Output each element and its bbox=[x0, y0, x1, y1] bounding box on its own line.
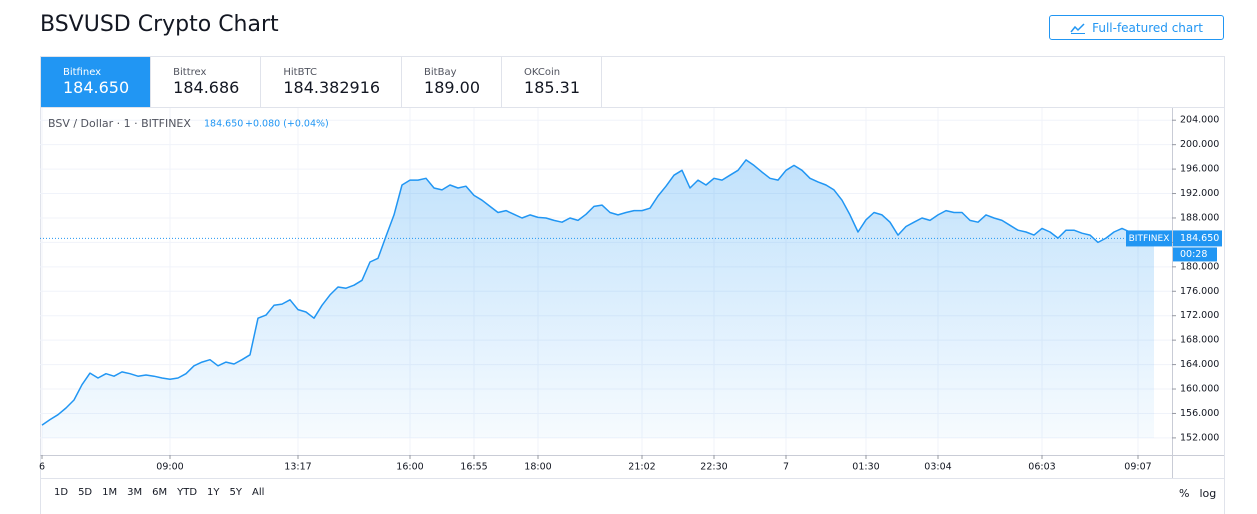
full-chart-button[interactable]: Full-featured chart bbox=[1049, 15, 1224, 40]
range-button[interactable]: 1Y bbox=[207, 487, 220, 498]
range-button[interactable]: 5Y bbox=[229, 487, 243, 498]
x-tick-label: 09:07 bbox=[1124, 462, 1151, 473]
exchange-name: Bittrex bbox=[173, 67, 207, 78]
exchange-name: Bitfinex bbox=[63, 67, 102, 78]
page-title: BSVUSD Crypto Chart bbox=[40, 12, 279, 37]
exchange-name: OKCoin bbox=[524, 67, 561, 78]
range-button[interactable]: 5D bbox=[78, 487, 93, 498]
x-tick-label: 09:00 bbox=[156, 462, 183, 473]
scale-option[interactable]: log bbox=[1199, 487, 1217, 500]
y-tick-label: 156.000 bbox=[1180, 408, 1219, 419]
exchange-tab[interactable]: HitBTC 184.382916 bbox=[261, 57, 403, 107]
legend-price: 184.650 bbox=[204, 119, 243, 130]
exchange-tab[interactable]: OKCoin 185.31 bbox=[502, 57, 603, 107]
y-tick-label: 192.000 bbox=[1180, 188, 1219, 199]
x-tick-label: 21:02 bbox=[628, 462, 655, 473]
y-tick-label: 180.000 bbox=[1180, 261, 1219, 272]
range-button[interactable]: YTD bbox=[177, 487, 198, 498]
x-tick-label: 03:04 bbox=[924, 462, 951, 473]
y-tick-label: 188.000 bbox=[1180, 212, 1219, 223]
y-tick-label: 196.000 bbox=[1180, 164, 1219, 175]
exchange-tab[interactable]: BitBay 189.00 bbox=[402, 57, 503, 107]
range-toolbar: 1D 5D 1M 3M 6M YTD 1Y 5Y All bbox=[54, 487, 264, 498]
y-tick-label: 168.000 bbox=[1180, 335, 1219, 346]
scale-option[interactable]: % bbox=[1179, 487, 1190, 500]
price-line bbox=[41, 159, 1155, 426]
series-tag: BITFINEX bbox=[1129, 234, 1170, 244]
x-tick-label: 7 bbox=[783, 462, 789, 473]
y-tick-label: 160.000 bbox=[1180, 384, 1219, 395]
range-button[interactable]: 1D bbox=[54, 487, 69, 498]
x-tick-label: 22:30 bbox=[700, 462, 727, 473]
exchange-price: 184.686 bbox=[173, 78, 240, 97]
x-tick-label: 13:17 bbox=[284, 462, 311, 473]
x-tick-label: 01:30 bbox=[852, 462, 879, 473]
exchange-name: BitBay bbox=[424, 67, 457, 78]
exchange-price: 184.650 bbox=[63, 78, 130, 97]
price-area bbox=[42, 159, 1154, 438]
y-tick-label: 200.000 bbox=[1180, 139, 1219, 150]
x-tick-label: 06:03 bbox=[1028, 462, 1055, 473]
y-tick-label: 204.000 bbox=[1180, 115, 1219, 126]
range-button[interactable]: 1M bbox=[102, 487, 118, 498]
exchange-tab[interactable]: Bitfinex 184.650 bbox=[41, 57, 152, 107]
series-tag-bg bbox=[1126, 230, 1172, 247]
price-tag: 184.650 bbox=[1180, 233, 1219, 244]
x-tick-label: 16:55 bbox=[460, 462, 487, 473]
exchange-name: HitBTC bbox=[283, 67, 317, 78]
exchange-tab[interactable]: Bittrex 184.686 bbox=[151, 57, 262, 107]
y-tick-label: 176.000 bbox=[1180, 286, 1219, 297]
plot bbox=[40, 159, 1172, 438]
exchange-price: 184.382916 bbox=[283, 78, 381, 97]
y-tick-label: 172.000 bbox=[1180, 310, 1219, 321]
legend-symbol: BSV / Dollar · 1 · BITFINEX bbox=[48, 117, 191, 130]
y-tick-label: 152.000 bbox=[1180, 432, 1219, 443]
exchange-price: 189.00 bbox=[424, 78, 481, 97]
scale-options: % log bbox=[1179, 487, 1216, 500]
price-tag-bg bbox=[1173, 230, 1222, 247]
y-tick-label: 164.000 bbox=[1180, 359, 1219, 370]
range-button[interactable]: 6M bbox=[152, 487, 168, 498]
x-tick-label: 16:00 bbox=[396, 462, 423, 473]
countdown: 00:28 bbox=[1180, 249, 1207, 260]
legend-change: +0.080 (+0.04%) bbox=[245, 119, 329, 130]
chart-icon bbox=[1070, 22, 1086, 34]
exchange-tabs: Bitfinex 184.650 Bittrex 184.686 HitBTC 184.3… bbox=[41, 57, 603, 107]
x-tick-label: 6 bbox=[39, 462, 45, 473]
exchange-price: 185.31 bbox=[524, 78, 581, 97]
range-button[interactable]: 3M bbox=[127, 487, 143, 498]
x-tick-label: 18:00 bbox=[524, 462, 551, 473]
countdown-bg bbox=[1173, 247, 1217, 262]
button-label: Full-featured chart bbox=[1092, 20, 1203, 35]
range-button[interactable]: All bbox=[252, 487, 265, 498]
